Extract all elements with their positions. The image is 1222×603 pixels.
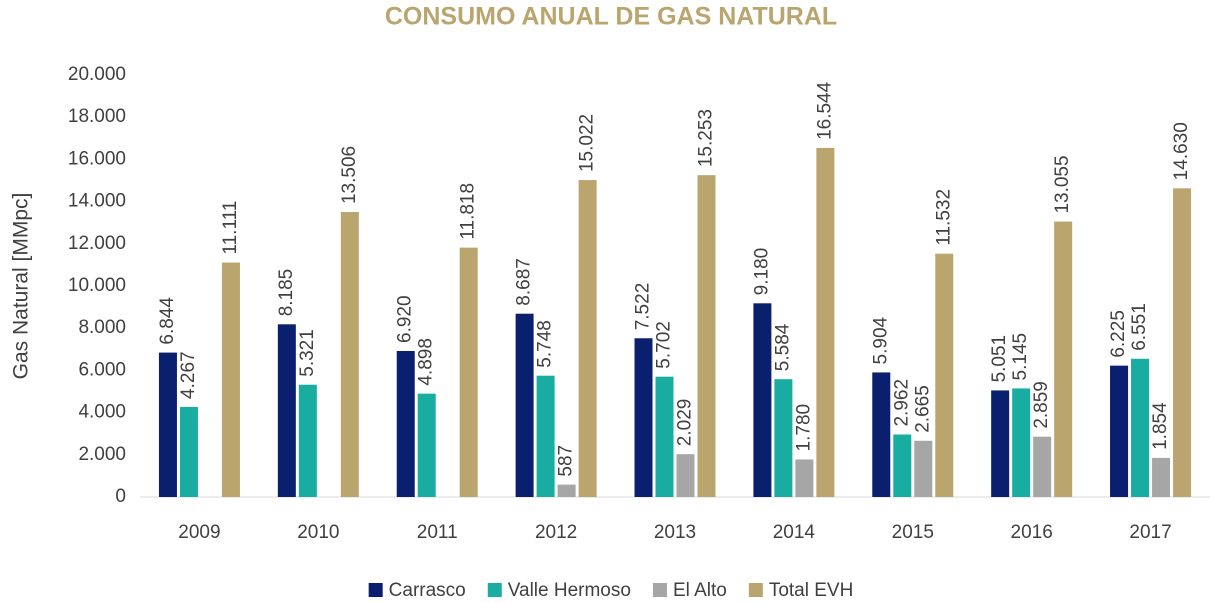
bar bbox=[1173, 188, 1192, 497]
data-label: 6.225 bbox=[1108, 310, 1129, 358]
bar bbox=[340, 212, 359, 497]
bar bbox=[1054, 221, 1073, 498]
legend-swatch bbox=[652, 583, 667, 597]
y-tick-label: 8.000 bbox=[78, 317, 126, 338]
y-tick-label: 20.000 bbox=[68, 64, 126, 85]
data-label: 5.145 bbox=[1010, 333, 1031, 381]
x-tick-label: 2016 bbox=[1011, 522, 1053, 543]
data-label: 13.506 bbox=[339, 146, 360, 204]
data-label: 6.551 bbox=[1129, 303, 1150, 351]
bar bbox=[1110, 365, 1129, 497]
data-label: 8.185 bbox=[276, 269, 297, 317]
bar bbox=[221, 262, 240, 497]
data-label: 8.687 bbox=[514, 258, 535, 306]
bar bbox=[1131, 358, 1150, 497]
bar bbox=[1033, 436, 1052, 497]
bar bbox=[578, 180, 597, 497]
data-label: 14.630 bbox=[1171, 122, 1192, 180]
x-tick-label: 2014 bbox=[773, 522, 816, 543]
bar bbox=[991, 390, 1010, 497]
bar bbox=[158, 352, 177, 497]
x-tick-label: 2012 bbox=[535, 522, 577, 543]
bar bbox=[893, 434, 912, 497]
x-tick-label: 2009 bbox=[178, 522, 220, 543]
x-tick-label: 2011 bbox=[417, 522, 458, 543]
bar bbox=[1152, 457, 1171, 497]
data-label: 9.180 bbox=[751, 248, 772, 296]
data-label: 5.904 bbox=[870, 316, 891, 364]
data-label: 5.584 bbox=[772, 323, 793, 371]
data-label: 2.029 bbox=[675, 399, 696, 447]
data-label: 2.665 bbox=[912, 385, 933, 433]
bar bbox=[935, 253, 954, 497]
legend-label: Total EVH bbox=[769, 580, 853, 601]
data-label: 13.055 bbox=[1052, 155, 1073, 213]
bar bbox=[557, 484, 576, 497]
bar bbox=[676, 454, 695, 497]
y-tick-label: 6.000 bbox=[78, 359, 126, 380]
data-label: 5.321 bbox=[297, 329, 318, 377]
y-tick-label: 4.000 bbox=[78, 402, 126, 423]
bar bbox=[914, 440, 933, 497]
legend-swatch bbox=[368, 583, 383, 597]
bar bbox=[1012, 388, 1031, 497]
x-tick-label: 2017 bbox=[1129, 522, 1171, 543]
y-tick-label: 18.000 bbox=[68, 106, 126, 127]
y-tick-label: 12.000 bbox=[68, 233, 126, 254]
bar bbox=[795, 459, 814, 497]
data-label: 15.022 bbox=[577, 114, 598, 172]
data-label: 4.898 bbox=[416, 338, 437, 386]
data-label: 5.748 bbox=[535, 320, 556, 368]
data-label: 2.859 bbox=[1031, 381, 1052, 429]
data-label: 6.920 bbox=[395, 295, 416, 343]
legend-label: El Alto bbox=[673, 580, 727, 601]
x-tick-label: 2015 bbox=[892, 522, 934, 543]
x-tick-label: 2010 bbox=[297, 522, 339, 543]
data-label: 11.818 bbox=[458, 183, 479, 240]
bar bbox=[536, 375, 555, 497]
data-label: 6.844 bbox=[157, 297, 178, 345]
legend-label: Valle Hermoso bbox=[508, 580, 631, 601]
bar bbox=[655, 376, 674, 497]
data-label: 7.522 bbox=[633, 283, 654, 331]
x-tick-label: 2013 bbox=[654, 522, 696, 543]
bar bbox=[396, 350, 415, 497]
bar bbox=[515, 313, 534, 497]
y-tick-label: 16.000 bbox=[68, 148, 126, 169]
data-label: 1.780 bbox=[793, 404, 814, 452]
data-label: 11.532 bbox=[933, 189, 954, 246]
bar bbox=[816, 147, 835, 497]
y-tick-label: 0 bbox=[115, 486, 126, 507]
bar bbox=[634, 338, 653, 497]
bar bbox=[417, 393, 436, 497]
data-label: 5.702 bbox=[654, 321, 675, 369]
legend-label: Carrasco bbox=[389, 580, 466, 601]
bar bbox=[179, 406, 198, 497]
y-tick-label: 10.000 bbox=[68, 275, 126, 296]
bar bbox=[872, 372, 891, 497]
data-label: 2.962 bbox=[891, 379, 912, 427]
data-label: 1.854 bbox=[1150, 402, 1171, 450]
bar bbox=[697, 175, 716, 498]
data-label: 11.111 bbox=[220, 201, 241, 255]
bar bbox=[298, 384, 317, 497]
y-tick-label: 2.000 bbox=[78, 444, 126, 465]
bar bbox=[774, 379, 793, 497]
chart-title: CONSUMO ANUAL DE GAS NATURAL bbox=[385, 3, 837, 31]
bar bbox=[753, 303, 772, 497]
y-tick-label: 14.000 bbox=[68, 191, 126, 212]
data-label: 16.544 bbox=[814, 81, 835, 140]
y-axis-label: Gas Natural [MMpc] bbox=[10, 193, 33, 380]
data-label: 4.267 bbox=[178, 351, 199, 399]
data-label: 5.051 bbox=[989, 335, 1010, 383]
data-label: 15.253 bbox=[696, 109, 717, 167]
bar bbox=[277, 324, 296, 497]
legend-swatch bbox=[748, 583, 763, 597]
data-label: 587 bbox=[556, 445, 577, 477]
bar bbox=[459, 247, 478, 497]
legend-swatch bbox=[487, 583, 502, 597]
